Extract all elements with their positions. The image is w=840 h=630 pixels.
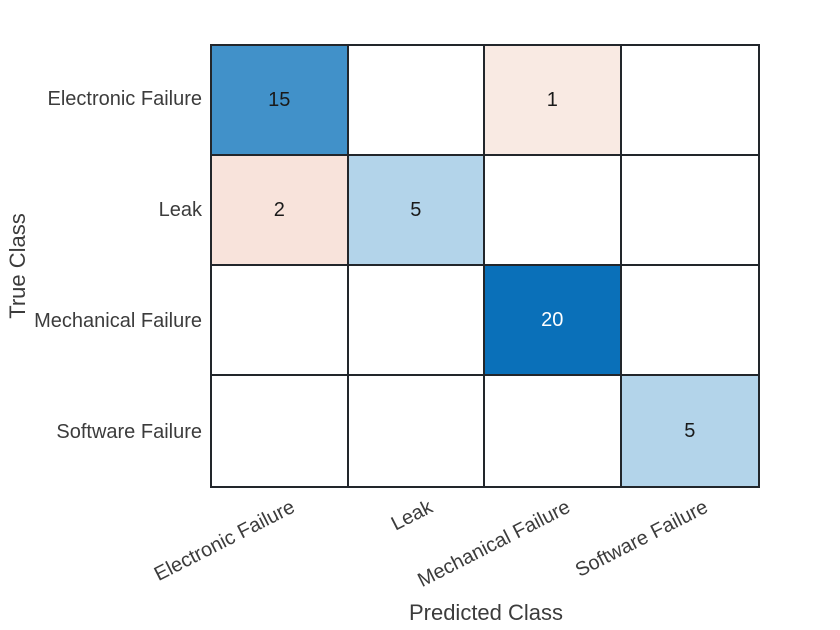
matrix-cell-r2c2: 20 — [485, 266, 622, 376]
matrix-cell-r0c3 — [621, 46, 758, 156]
y-tick-label-0: Electronic Failure — [47, 88, 202, 110]
cell-value: 5 — [684, 419, 696, 442]
x-axis-label: Predicted Class — [408, 600, 564, 625]
cell-value: 1 — [546, 88, 558, 111]
x-tick-label-3: Software Failure — [571, 496, 712, 582]
matrix-cell-r1c2 — [485, 156, 622, 266]
y-tick-label-3: Software Failure — [56, 421, 202, 443]
matrix-cell-r1c0: 2 — [212, 156, 349, 266]
matrix-cell-r0c2: 1 — [485, 46, 622, 156]
cell-value: 15 — [268, 88, 291, 111]
matrix-cell-r0c1 — [348, 46, 485, 156]
cell-value: 20 — [541, 308, 564, 331]
cell-value: 5 — [410, 198, 422, 221]
y-tick-label-2: Mechanical Failure — [34, 310, 202, 332]
matrix-cell-r3c3: 5 — [621, 376, 758, 486]
y-tick-label-1: Leak — [158, 199, 202, 221]
matrix-cell-r2c0 — [212, 266, 349, 376]
matrix-cell-r0c0: 15 — [212, 46, 349, 156]
y-tick-labels: Electronic Failure Leak Mechanical Failure… — [0, 44, 202, 488]
matrix-cell-r1c3 — [621, 156, 758, 266]
matrix-cell-r3c2 — [485, 376, 622, 486]
matrix-cell-r2c1 — [348, 266, 485, 376]
matrix-cell-r2c3 — [621, 266, 758, 376]
confusion-matrix-grid: 15 1 2 5 20 5 — [210, 44, 760, 488]
matrix-cell-r3c0 — [212, 376, 349, 486]
matrix-cell-r3c1 — [348, 376, 485, 486]
x-tick-label-0: Electronic Failure — [151, 496, 299, 586]
matrix-cell-r1c1: 5 — [348, 156, 485, 266]
x-tick-label-1: Leak — [387, 496, 437, 536]
cell-value: 2 — [273, 198, 285, 221]
x-tick-label-2: Mechanical Failure — [414, 496, 574, 592]
